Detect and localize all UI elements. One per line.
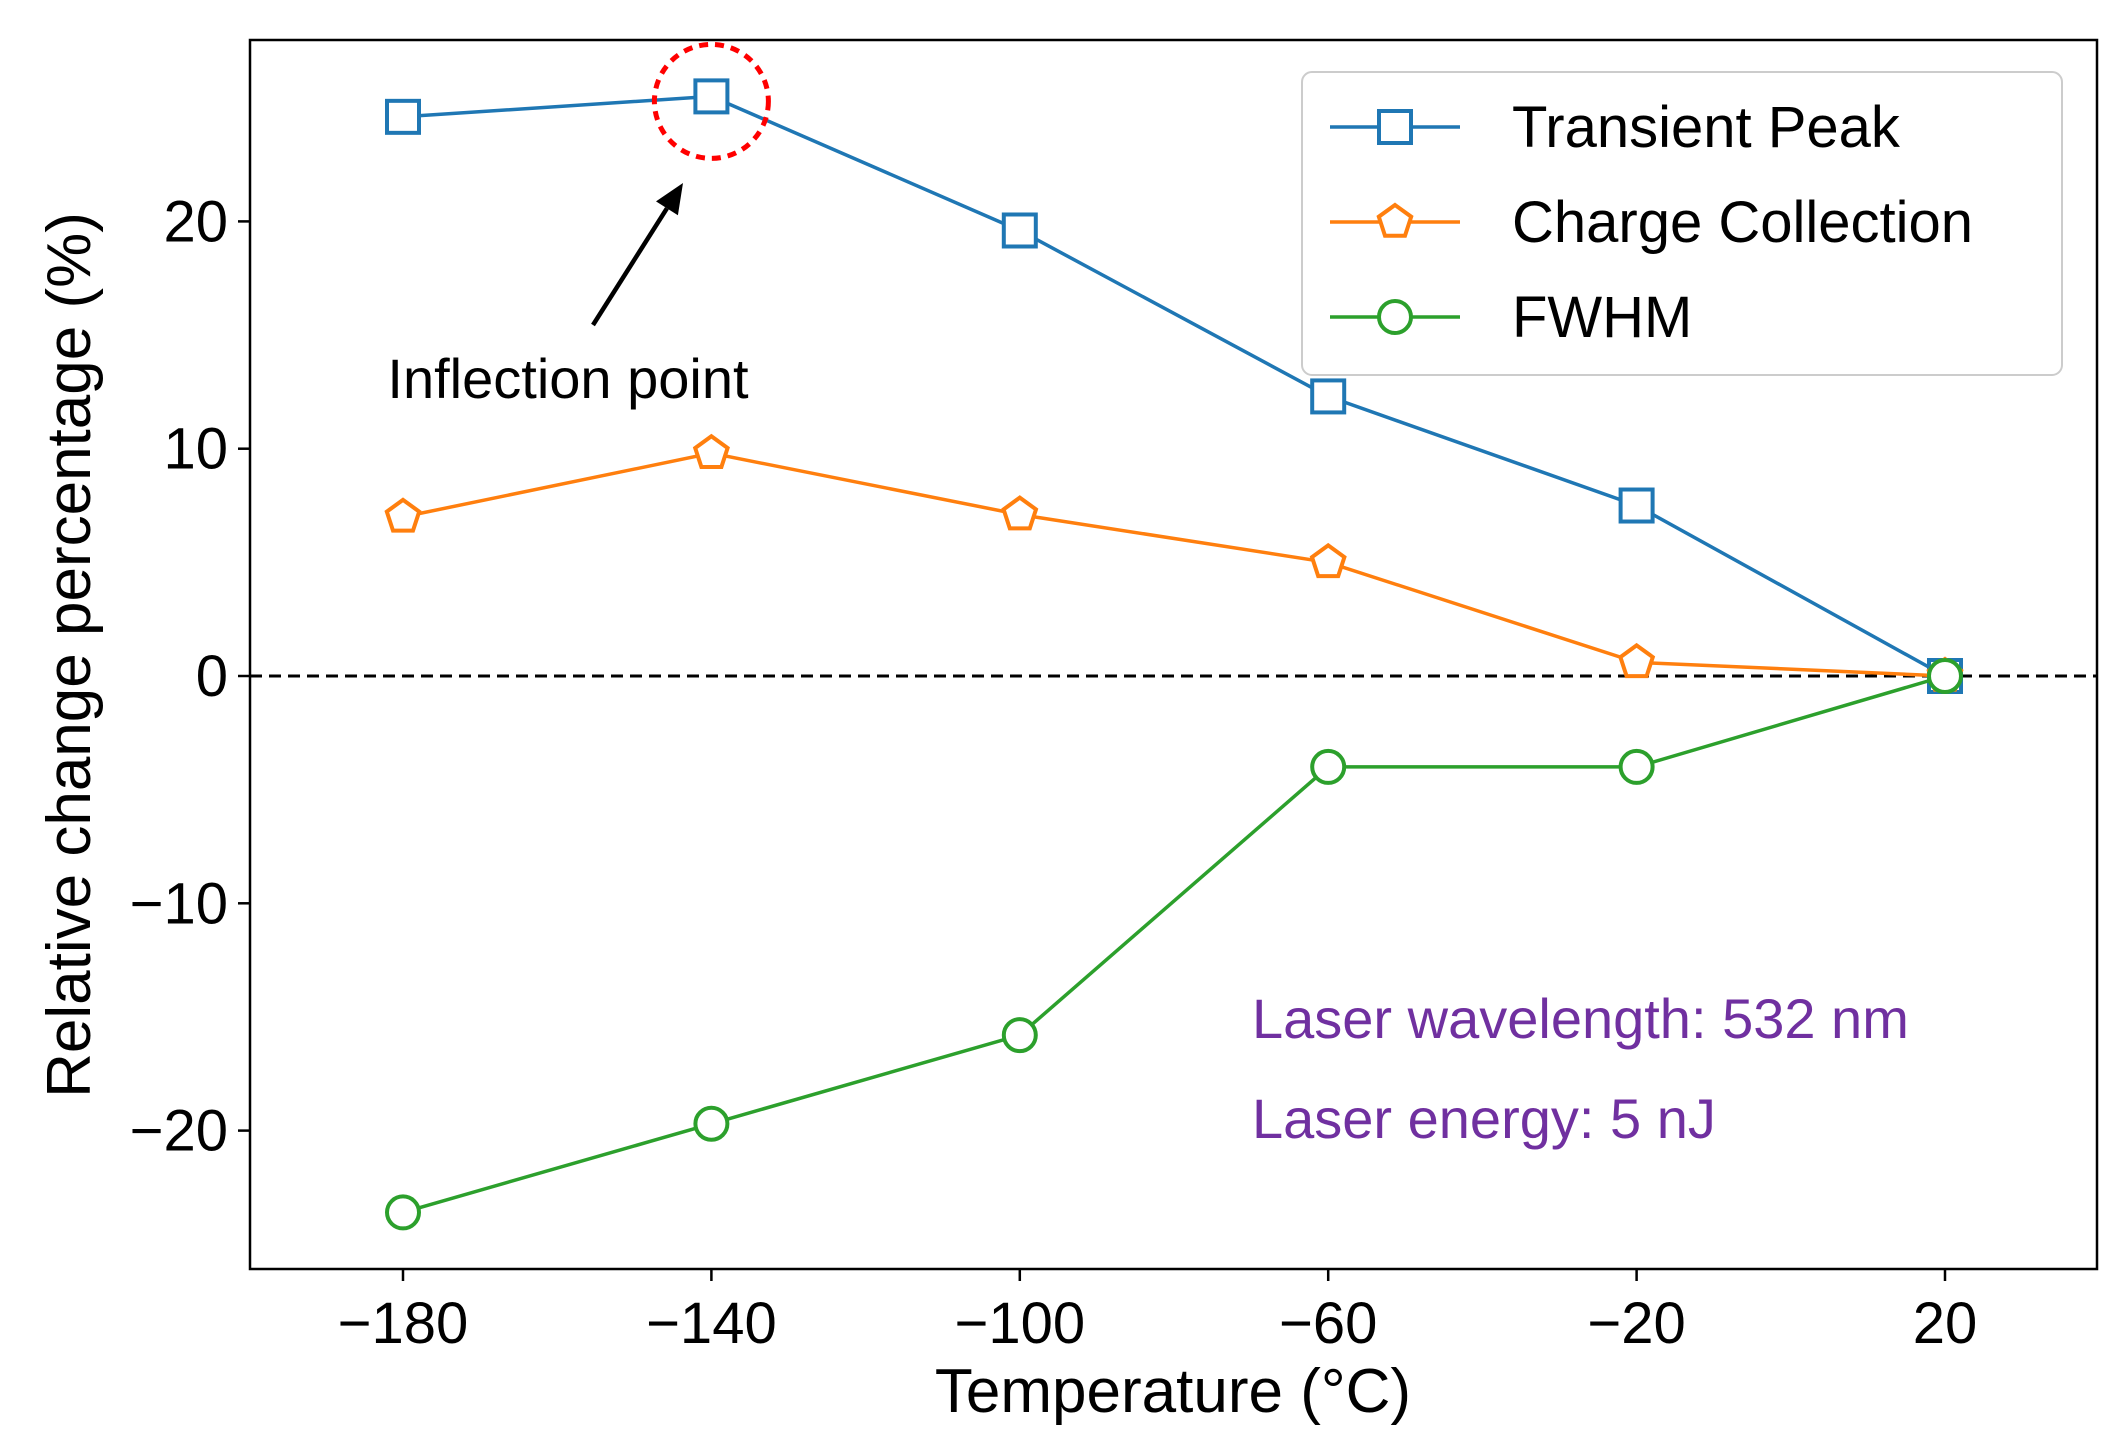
data-point: [385, 1194, 421, 1231]
legend-label: Charge Collection: [1512, 190, 1973, 255]
x-tick-label: 20: [1913, 1291, 1978, 1356]
series-charge-collection: [384, 433, 1964, 692]
x-axis-ticks: −180 −140 −100 −60 −20 20: [338, 1269, 1978, 1356]
inflection-arrow: [591, 183, 683, 327]
data-point: [693, 1105, 730, 1142]
y-tick-label: 10: [163, 417, 228, 482]
arrow-head: [656, 183, 683, 216]
plot-layer: [250, 41, 2097, 1231]
series-line: [402, 451, 1946, 678]
series-fwhm: [385, 658, 1963, 1231]
y-tick-label: −20: [130, 1099, 228, 1164]
legend-box: [1301, 71, 2063, 376]
data-point: [384, 497, 422, 533]
arrow-shaft: [591, 207, 669, 327]
data-point: [1310, 378, 1347, 415]
inflection-highlight-circle: [651, 41, 771, 161]
data-point: [1618, 748, 1655, 785]
legend-items: Transient Peak Charge Collection FWHM: [1330, 95, 1973, 350]
data-point: [693, 78, 730, 115]
data-point: [692, 433, 730, 469]
y-axis-label: Relative change percentage (%): [35, 212, 104, 1098]
data-point: [1309, 542, 1347, 579]
plot-frame: [248, 38, 2099, 1271]
data-point: [1001, 212, 1038, 249]
x-tick-label: −20: [1587, 1291, 1685, 1356]
y-tick-label: 0: [196, 644, 228, 709]
data-point: [1310, 748, 1347, 785]
data-point: [1927, 658, 1963, 694]
laser-wavelength-note: Laser wavelength: 532 nm: [1252, 987, 1909, 1050]
x-tick-label: −140: [646, 1291, 777, 1356]
x-tick-label: −180: [338, 1291, 469, 1356]
x-tick-label: −60: [1279, 1291, 1377, 1356]
data-point: [1618, 642, 1656, 679]
data-point: [1001, 495, 1039, 531]
series-line: [402, 674, 1946, 1215]
laser-energy-note: Laser energy: 5 nJ: [1252, 1087, 1716, 1150]
legend: Transient Peak Charge Collection FWHM: [1301, 71, 2063, 376]
series-line: [402, 94, 1946, 678]
inflection-point-label: Inflection point: [387, 347, 749, 410]
legend-item-fwhm: FWHM: [1330, 285, 1692, 350]
legend-item-transient-peak: Transient Peak: [1330, 95, 1901, 160]
data-point: [1618, 487, 1655, 524]
y-tick-label: 20: [163, 189, 228, 254]
x-axis-label: Temperature (°C): [935, 1357, 1411, 1426]
legend-swatch-marker: [1377, 299, 1413, 335]
y-axis-ticks: −20 −10 0 10 20: [130, 189, 250, 1164]
legend-label: FWHM: [1512, 285, 1692, 350]
y-tick-label: −10: [130, 871, 228, 936]
legend-swatch-marker: [1376, 202, 1414, 238]
legend-swatch-marker: [1377, 109, 1413, 145]
x-tick-label: −100: [954, 1291, 1085, 1356]
data-point: [1001, 1017, 1038, 1054]
legend-item-charge-collection: Charge Collection: [1330, 190, 1973, 255]
legend-label: Transient Peak: [1512, 95, 1901, 160]
data-point: [385, 98, 421, 135]
